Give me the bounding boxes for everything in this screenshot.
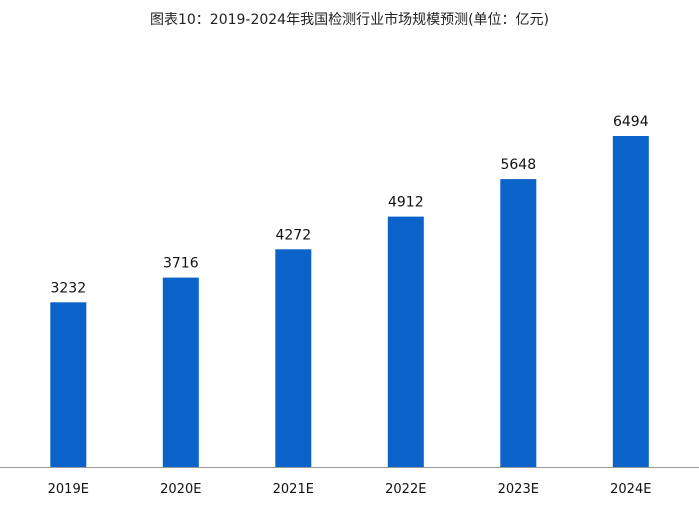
value-labels-group: 3232 3716 4272 4912 5648 6494 [50,114,648,296]
x-tick-2023E: 2023E [498,482,539,497]
bar-2023E [500,179,537,467]
value-label-2022E: 4912 [388,195,424,211]
x-tick-2022E: 2022E [385,482,426,497]
value-label-2020E: 3716 [163,256,199,272]
x-tick-2020E: 2020E [160,482,201,497]
x-tick-2024E: 2024E [610,482,651,497]
value-label-2019E: 3232 [50,280,86,296]
chart-title: 图表10：2019-2024年我国检测行业市场规模预测(单位：亿元) [149,12,550,28]
value-label-2021E: 4272 [275,227,311,243]
x-tick-2021E: 2021E [273,482,314,497]
bar-2022E [387,216,424,467]
x-tick-labels-group: 2019E 2020E 2021E 2022E 2023E 2024E [48,482,652,497]
value-label-2023E: 5648 [500,157,536,173]
bars-group [50,136,649,467]
bar-2021E [275,249,312,467]
bar-2019E [50,302,87,467]
x-tick-2019E: 2019E [48,482,89,497]
value-label-2024E: 6494 [613,114,649,130]
bar-2024E [612,136,649,467]
bar-2020E [162,277,199,467]
